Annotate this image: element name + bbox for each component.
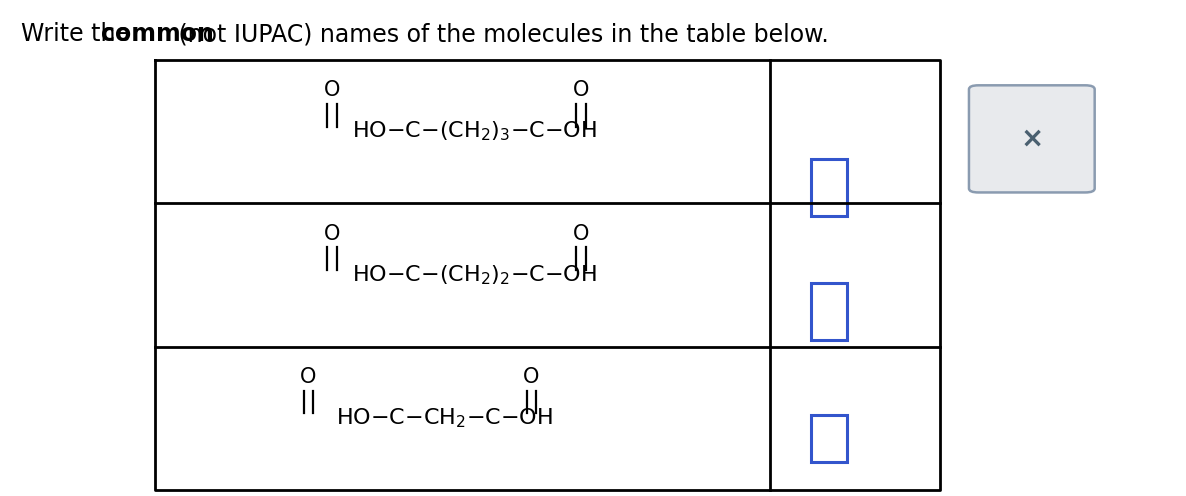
Text: O: O (324, 224, 340, 244)
Text: O: O (573, 224, 589, 244)
Bar (811, 159, 847, 216)
FancyBboxPatch shape (969, 85, 1095, 192)
Text: common: common (101, 22, 213, 46)
Text: (not IUPAC) names of the molecules in the table below.: (not IUPAC) names of the molecules in th… (171, 22, 829, 46)
Bar (811, 415, 847, 462)
Text: ×: × (1020, 125, 1044, 153)
Text: HO$-$C$-$(CH$_2$)$_3$$-$C$-$OH: HO$-$C$-$(CH$_2$)$_3$$-$C$-$OH (352, 120, 597, 143)
Text: O: O (573, 80, 589, 101)
Text: O: O (324, 80, 340, 101)
Text: O: O (300, 367, 317, 387)
Text: O: O (523, 367, 540, 387)
Text: HO$-$C$-$CH$_2$$-$C$-$OH: HO$-$C$-$CH$_2$$-$C$-$OH (337, 407, 553, 430)
Text: Write the: Write the (21, 22, 138, 46)
Bar (811, 283, 847, 340)
Text: HO$-$C$-$(CH$_2$)$_2$$-$C$-$OH: HO$-$C$-$(CH$_2$)$_2$$-$C$-$OH (352, 263, 597, 287)
